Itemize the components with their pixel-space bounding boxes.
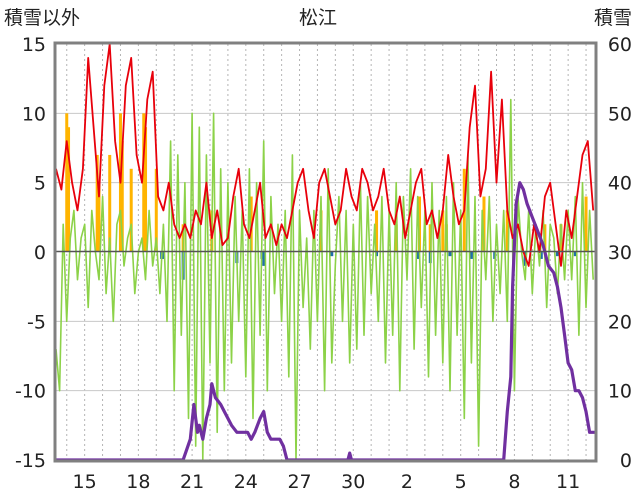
negative-bar (573, 252, 577, 257)
negative-bar (330, 252, 334, 257)
x-tick-label: 11 (556, 471, 580, 493)
x-tick-label: 30 (341, 471, 365, 493)
negative-bar (262, 252, 266, 266)
precipitation-bar (144, 127, 148, 252)
negative-bar (555, 252, 559, 257)
y-right-tick-label: 50 (608, 103, 632, 125)
y-left-tick-label: 10 (22, 103, 46, 125)
precipitation-bar (375, 210, 379, 252)
left-axis-title: 積雪以外 (4, 7, 80, 29)
x-tick-label: 18 (126, 471, 150, 493)
precipitation-bar (142, 113, 146, 252)
y-left-tick-label: 0 (34, 242, 46, 264)
negative-bar (539, 252, 543, 259)
temperature-line (55, 43, 595, 267)
negative-bar (448, 252, 452, 257)
x-tick-label: 24 (234, 471, 258, 493)
y-right-tick-label: 30 (608, 242, 632, 264)
x-tick-label: 15 (73, 471, 97, 493)
precipitation-bar (65, 113, 69, 252)
precipitation-bar (394, 224, 398, 252)
precipitation-bar (584, 196, 588, 252)
x-tick-label: 5 (455, 471, 467, 493)
x-axis: 15 18 21 24 27 30 2 5 8 11 (73, 471, 581, 493)
precipitation-bar (129, 168, 133, 252)
precipitation-bar (120, 141, 124, 252)
precipitation-bar (418, 196, 422, 252)
precipitation-bar (95, 154, 99, 252)
y-right-tick-label: 0 (620, 450, 632, 472)
y-right-tick-label: 20 (608, 311, 632, 333)
right-axis-title: 積雪 (594, 7, 632, 29)
y-left-tick-label: -10 (15, 381, 46, 403)
y-right-tick-label: 10 (608, 381, 632, 403)
y-right-tick-label: 40 (608, 173, 632, 195)
x-tick-label: 21 (180, 471, 204, 493)
precipitation-bar (505, 210, 509, 252)
x-tick-label: 27 (287, 471, 311, 493)
left-y-axis: 15 10 5 0 -5 -10 -15 (15, 34, 46, 472)
y-left-tick-label: 5 (34, 173, 46, 195)
precipitation-bar (154, 168, 158, 252)
negative-bar (161, 252, 165, 259)
x-tick-label: 8 (508, 471, 520, 493)
y-right-tick-label: 60 (608, 34, 632, 56)
precipitation-bar (97, 182, 101, 252)
precipitation-bar (441, 210, 445, 252)
y-left-tick-label: -15 (15, 450, 46, 472)
plot-frame (53, 41, 598, 463)
negative-bar (469, 252, 473, 259)
chart-title: 松江 (299, 7, 337, 29)
change-line (55, 98, 594, 461)
x-tick-label: 2 (401, 471, 413, 493)
y-left-tick-label: 15 (22, 34, 46, 56)
precipitation-bar (67, 127, 71, 252)
y-left-tick-label: -5 (27, 311, 46, 333)
right-y-axis: 60 50 40 30 20 10 0 (608, 34, 632, 472)
precipitation-bar (108, 154, 112, 252)
negative-bar (416, 252, 420, 259)
precipitation-bar (482, 196, 486, 252)
